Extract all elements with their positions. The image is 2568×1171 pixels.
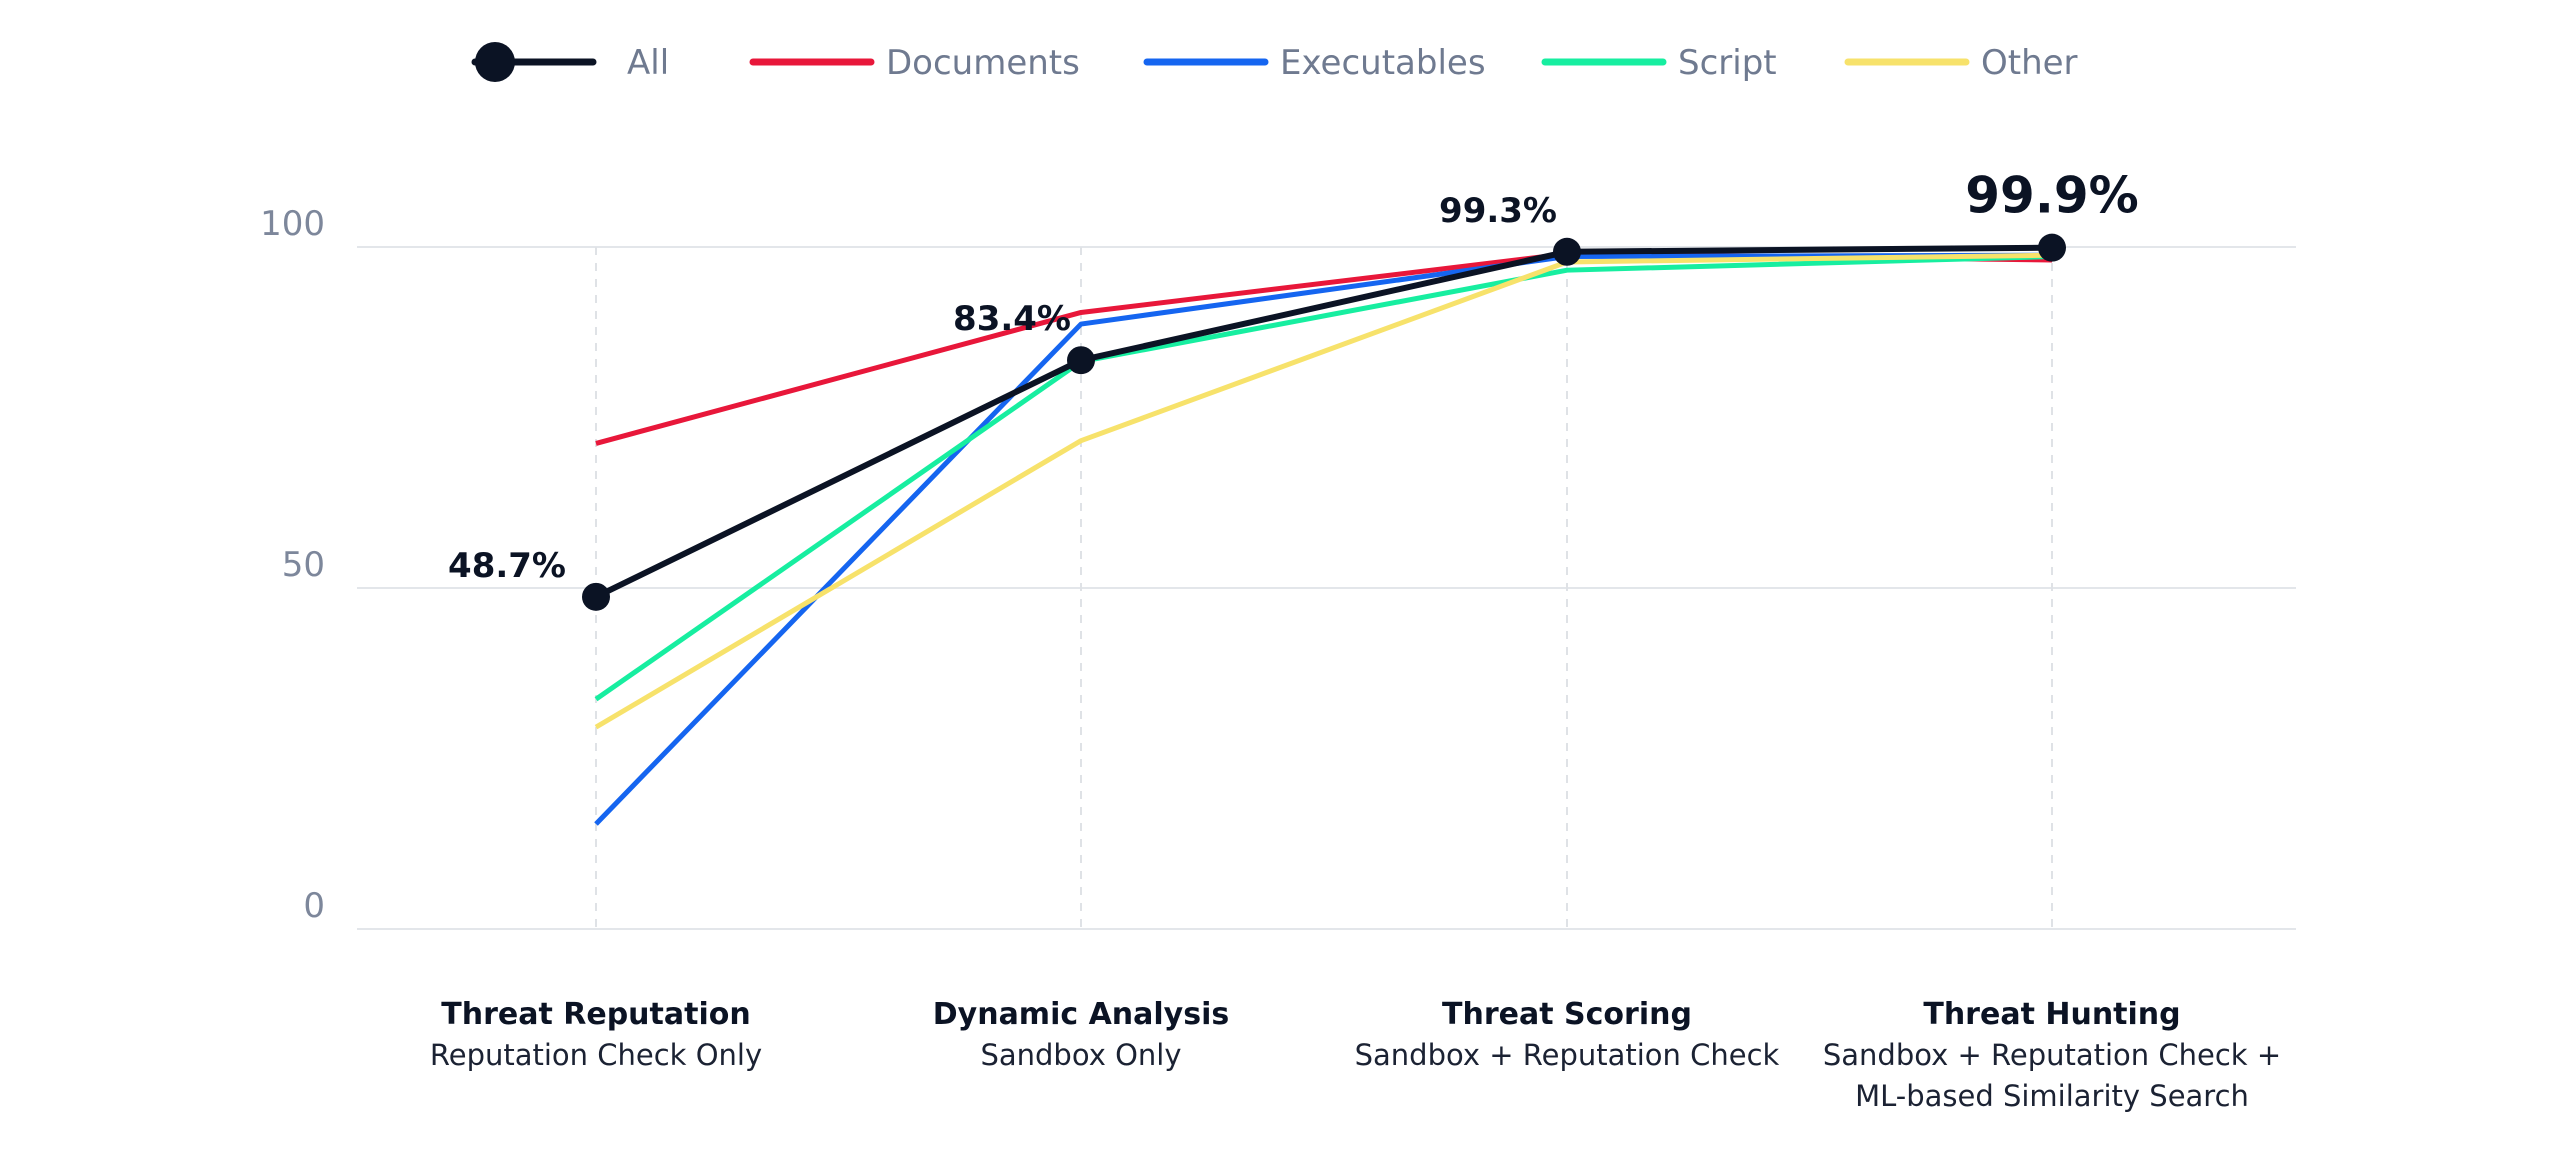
legend-marker <box>475 42 515 82</box>
data-labels: 48.7% 83.4% 99.3% 99.9% <box>448 167 2139 586</box>
legend-label-other: Other <box>1981 43 2078 83</box>
series-lines <box>582 233 2066 826</box>
x-category-subtitle: Sandbox + Reputation Check + <box>1823 1038 2281 1072</box>
legend-label-executables: Executables <box>1280 43 1486 83</box>
x-category-subtitle: Reputation Check Only <box>430 1038 762 1072</box>
data-point-all <box>2038 233 2066 262</box>
data-label: 99.3% <box>1439 191 1557 231</box>
data-point-all <box>1067 346 1095 375</box>
x-category-subtitle: Sandbox Only <box>980 1038 1181 1072</box>
series-line-executables <box>594 252 2053 826</box>
series-line-script <box>594 254 2053 702</box>
legend-label-documents: Documents <box>886 43 1080 83</box>
data-label: 83.4% <box>953 299 1071 339</box>
data-label: 48.7% <box>448 546 566 586</box>
y-tick-label: 50 <box>282 545 325 585</box>
series-line-documents <box>595 251 2053 446</box>
x-category-subtitle: ML-based Similarity Search <box>1855 1079 2249 1113</box>
x-axis: Threat Reputation Reputation Check Only Dy… <box>430 997 2281 1113</box>
x-category-title: Dynamic Analysis <box>933 997 1229 1032</box>
x-category-title: Threat Scoring <box>1442 997 1692 1032</box>
legend-label-script: Script <box>1678 43 1777 83</box>
series-line-other <box>594 252 2053 730</box>
legend: All Documents Executables Script Other <box>471 42 2078 83</box>
data-point-all <box>582 582 610 611</box>
x-category-title: Threat Reputation <box>441 997 750 1032</box>
data-point-all <box>1553 237 1581 266</box>
series-line-all <box>594 244 2053 600</box>
y-tick-label: 0 <box>303 886 325 926</box>
x-category-title: Threat Hunting <box>1923 997 2180 1032</box>
y-axis: 0 50 100 <box>260 204 325 926</box>
y-tick-label: 100 <box>260 204 325 244</box>
x-category-subtitle: Sandbox + Reputation Check <box>1355 1038 1780 1072</box>
legend-label-all: All <box>627 43 669 83</box>
data-label: 99.9% <box>1965 167 2138 225</box>
